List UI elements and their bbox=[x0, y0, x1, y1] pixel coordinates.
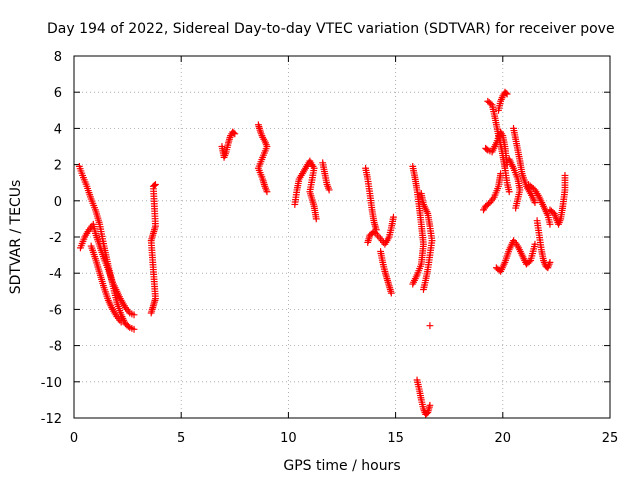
data-point bbox=[312, 215, 320, 223]
series-arc-11 bbox=[377, 248, 395, 297]
series-arc-22 bbox=[510, 125, 539, 207]
data-point bbox=[503, 90, 511, 98]
y-tick-label: 8 bbox=[54, 50, 62, 65]
data-point bbox=[230, 129, 238, 137]
y-tick-label: -2 bbox=[49, 231, 62, 246]
data-point bbox=[151, 182, 158, 189]
data-point bbox=[487, 100, 495, 108]
data-point bbox=[420, 286, 427, 293]
series-arc-19 bbox=[480, 170, 505, 214]
series-arc-4 bbox=[147, 181, 159, 317]
y-tick-label: 4 bbox=[54, 122, 62, 137]
y-tick-label: 2 bbox=[54, 159, 62, 174]
data-point bbox=[502, 89, 510, 97]
data-point bbox=[130, 311, 138, 319]
y-tick-label: -10 bbox=[41, 376, 62, 391]
series-arc-2 bbox=[75, 163, 138, 333]
y-tick-label: -6 bbox=[49, 303, 62, 318]
data-point bbox=[546, 220, 554, 228]
series-arc-3 bbox=[87, 242, 125, 326]
data-point bbox=[531, 199, 539, 207]
x-axis-label: GPS time / hours bbox=[283, 458, 400, 474]
data-point bbox=[561, 172, 569, 179]
series-arc-10 bbox=[364, 213, 397, 248]
series-arc-20 bbox=[492, 237, 539, 275]
x-tick-label: 15 bbox=[387, 431, 404, 446]
series-arc-21 bbox=[505, 155, 524, 212]
y-tick-label: -4 bbox=[49, 267, 62, 282]
x-tick-label: 20 bbox=[495, 431, 512, 446]
data-point bbox=[546, 258, 554, 266]
series-arc-18 bbox=[495, 88, 511, 114]
series-arc-8 bbox=[319, 159, 333, 194]
series-arc-14 bbox=[426, 322, 434, 330]
data-point bbox=[231, 130, 239, 138]
series-arc-13 bbox=[417, 190, 436, 293]
x-tick-label: 0 bbox=[70, 431, 78, 446]
data-point bbox=[117, 318, 125, 326]
data-point bbox=[409, 280, 417, 288]
y-tick-label: -8 bbox=[49, 340, 62, 355]
data-point bbox=[325, 186, 333, 194]
data-point bbox=[369, 229, 377, 237]
y-tick-label: -12 bbox=[41, 412, 62, 427]
axis-ticks: 0 5 10 15 20 25 -12 -10 -8 -6 -4 -2 0 2 4 6 8 bbox=[41, 50, 619, 446]
series-arc-6 bbox=[254, 121, 271, 196]
series-arc-15 bbox=[413, 376, 434, 418]
data-point bbox=[426, 401, 434, 409]
series-arc-24 bbox=[533, 217, 554, 272]
x-tick-label: 5 bbox=[177, 431, 185, 446]
data-point bbox=[505, 188, 513, 196]
data-point bbox=[263, 188, 271, 196]
series-arc-25 bbox=[546, 172, 569, 228]
data-point bbox=[390, 213, 397, 221]
y-axis-label: SDTVAR / TECUs bbox=[8, 180, 24, 295]
series-arc-5 bbox=[218, 128, 239, 161]
data-point bbox=[525, 258, 533, 266]
data-points bbox=[75, 88, 569, 418]
data-point bbox=[152, 181, 159, 188]
plot-area-frame bbox=[73, 55, 611, 419]
data-point bbox=[130, 325, 138, 333]
data-point bbox=[531, 240, 539, 248]
x-tick-label: 25 bbox=[602, 431, 619, 446]
series-arc-12 bbox=[409, 163, 427, 288]
series-arc-7 bbox=[291, 157, 320, 223]
y-tick-label: 0 bbox=[54, 195, 62, 210]
chart-title: Day 194 of 2022, Sidereal Day-to-day VTE… bbox=[47, 21, 615, 37]
series-arc-9 bbox=[362, 164, 380, 234]
data-point bbox=[124, 322, 132, 330]
y-tick-label: 6 bbox=[54, 86, 62, 101]
series-arc-23 bbox=[525, 181, 554, 228]
series-arc-17 bbox=[484, 97, 513, 196]
x-tick-label: 10 bbox=[280, 431, 297, 446]
grid-lines bbox=[74, 56, 610, 418]
data-point bbox=[387, 289, 395, 297]
data-point bbox=[512, 204, 520, 212]
data-point bbox=[497, 170, 505, 178]
data-point bbox=[426, 322, 434, 330]
